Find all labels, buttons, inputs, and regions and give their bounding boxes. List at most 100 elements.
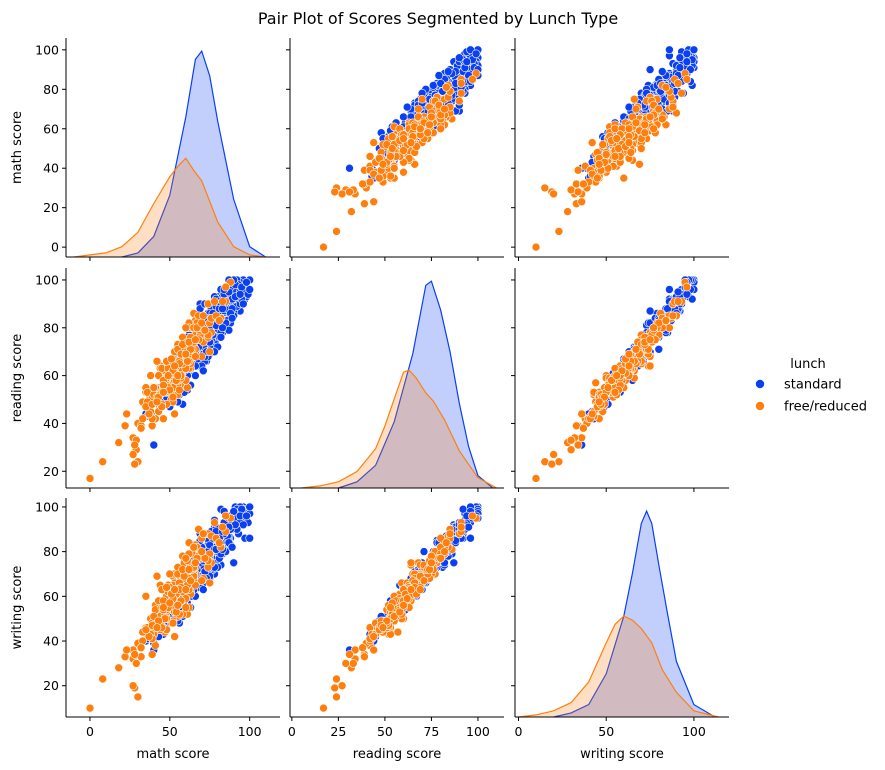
point-free-reduced bbox=[566, 435, 576, 445]
point-free-reduced bbox=[210, 297, 219, 306]
point-free-reduced bbox=[549, 189, 558, 199]
point-free-reduced bbox=[369, 645, 379, 655]
point-free-reduced bbox=[136, 423, 146, 433]
point-free-reduced bbox=[387, 132, 397, 141]
point-free-reduced bbox=[162, 583, 171, 592]
panel-reading-score-vs-reading-score bbox=[286, 268, 504, 492]
point-free-reduced bbox=[617, 366, 627, 376]
point-free-reduced bbox=[173, 600, 183, 610]
point-free-reduced bbox=[610, 387, 620, 397]
x-axis-label: writing score bbox=[580, 747, 664, 762]
point-free-reduced bbox=[399, 600, 408, 610]
point-free-reduced bbox=[440, 547, 449, 556]
point-free-reduced bbox=[645, 112, 655, 122]
point-free-reduced bbox=[365, 152, 375, 161]
kde-line-standard bbox=[121, 49, 266, 258]
point-free-reduced bbox=[173, 371, 183, 380]
y-tick-label: 40 bbox=[43, 161, 59, 176]
point-free-reduced bbox=[468, 511, 477, 521]
point-standard bbox=[682, 49, 692, 59]
point-free-reduced bbox=[456, 88, 466, 98]
point-free-reduced bbox=[456, 79, 466, 88]
point-standard bbox=[242, 277, 251, 287]
point-free-reduced bbox=[612, 134, 622, 143]
point-free-reduced bbox=[573, 187, 583, 197]
point-free-reduced bbox=[159, 414, 168, 424]
y-tick-label: 40 bbox=[43, 634, 59, 649]
point-standard bbox=[434, 71, 444, 80]
point-free-reduced bbox=[624, 124, 634, 134]
point-free-reduced bbox=[612, 371, 622, 380]
point-free-reduced bbox=[601, 150, 611, 159]
point-free-reduced bbox=[386, 152, 395, 161]
point-free-reduced bbox=[440, 104, 449, 114]
point-free-reduced bbox=[456, 522, 466, 532]
point-free-reduced bbox=[649, 323, 658, 333]
point-free-reduced bbox=[563, 207, 572, 216]
point-free-reduced bbox=[378, 160, 388, 169]
legend-label-free-reduced: free/reduced bbox=[784, 400, 867, 415]
point-free-reduced bbox=[163, 371, 173, 380]
point-free-reduced bbox=[619, 173, 629, 183]
point-free-reduced bbox=[337, 681, 347, 691]
point-standard bbox=[464, 522, 473, 532]
point-free-reduced bbox=[141, 625, 151, 635]
point-free-reduced bbox=[566, 445, 576, 455]
point-free-reduced bbox=[393, 627, 403, 637]
point-free-reduced bbox=[415, 585, 425, 594]
point-free-reduced bbox=[197, 576, 206, 586]
point-standard bbox=[218, 323, 227, 333]
y-tick-label: 100 bbox=[35, 42, 59, 57]
kde-line-free-reduced bbox=[73, 157, 266, 258]
x-axis-label: reading score bbox=[353, 747, 441, 762]
point-free-reduced bbox=[221, 282, 230, 292]
panel-reading-score-vs-math-score: 20 40 60 80 100 reading score bbox=[10, 268, 280, 492]
point-free-reduced bbox=[136, 643, 146, 653]
point-free-reduced bbox=[673, 297, 683, 306]
point-standard bbox=[449, 558, 459, 568]
point-free-reduced bbox=[181, 585, 191, 594]
point-free-reduced bbox=[386, 603, 395, 612]
point-free-reduced bbox=[603, 383, 613, 392]
point-free-reduced bbox=[122, 409, 131, 419]
point-standard bbox=[235, 289, 245, 299]
x-tick-label: 25 bbox=[330, 724, 346, 739]
point-free-reduced bbox=[133, 692, 143, 702]
point-free-reduced bbox=[577, 433, 587, 443]
point-free-reduced bbox=[369, 632, 379, 641]
point-free-reduced bbox=[661, 83, 671, 92]
point-free-reduced bbox=[128, 450, 138, 459]
point-free-reduced bbox=[682, 75, 692, 84]
point-standard bbox=[345, 163, 354, 173]
point-free-reduced bbox=[200, 325, 210, 335]
point-free-reduced bbox=[128, 681, 138, 691]
y-tick-label: 0 bbox=[51, 240, 59, 255]
point-standard bbox=[402, 102, 412, 112]
point-free-reduced bbox=[640, 120, 650, 130]
point-free-reduced bbox=[598, 140, 608, 149]
point-standard bbox=[665, 285, 674, 294]
y-axis-label: writing score bbox=[10, 566, 25, 650]
point-free-reduced bbox=[436, 124, 446, 134]
y-tick-label: 20 bbox=[43, 200, 59, 215]
point-free-reduced bbox=[640, 128, 650, 137]
point-free-reduced bbox=[593, 173, 602, 183]
point-free-reduced bbox=[345, 650, 354, 659]
point-free-reduced bbox=[454, 96, 464, 106]
point-free-reduced bbox=[152, 571, 162, 581]
point-free-reduced bbox=[147, 650, 157, 659]
point-free-reduced bbox=[441, 83, 451, 92]
point-free-reduced bbox=[181, 553, 191, 563]
point-free-reduced bbox=[345, 187, 354, 197]
point-free-reduced bbox=[149, 383, 159, 392]
point-free-reduced bbox=[130, 459, 139, 469]
point-free-reduced bbox=[168, 392, 178, 402]
point-free-reduced bbox=[341, 659, 351, 668]
point-free-reduced bbox=[360, 199, 369, 208]
point-free-reduced bbox=[419, 576, 429, 586]
point-free-reduced bbox=[629, 94, 639, 104]
point-free-reduced bbox=[636, 144, 646, 153]
point-free-reduced bbox=[181, 603, 191, 612]
point-free-reduced bbox=[386, 171, 395, 181]
point-free-reduced bbox=[332, 674, 341, 684]
